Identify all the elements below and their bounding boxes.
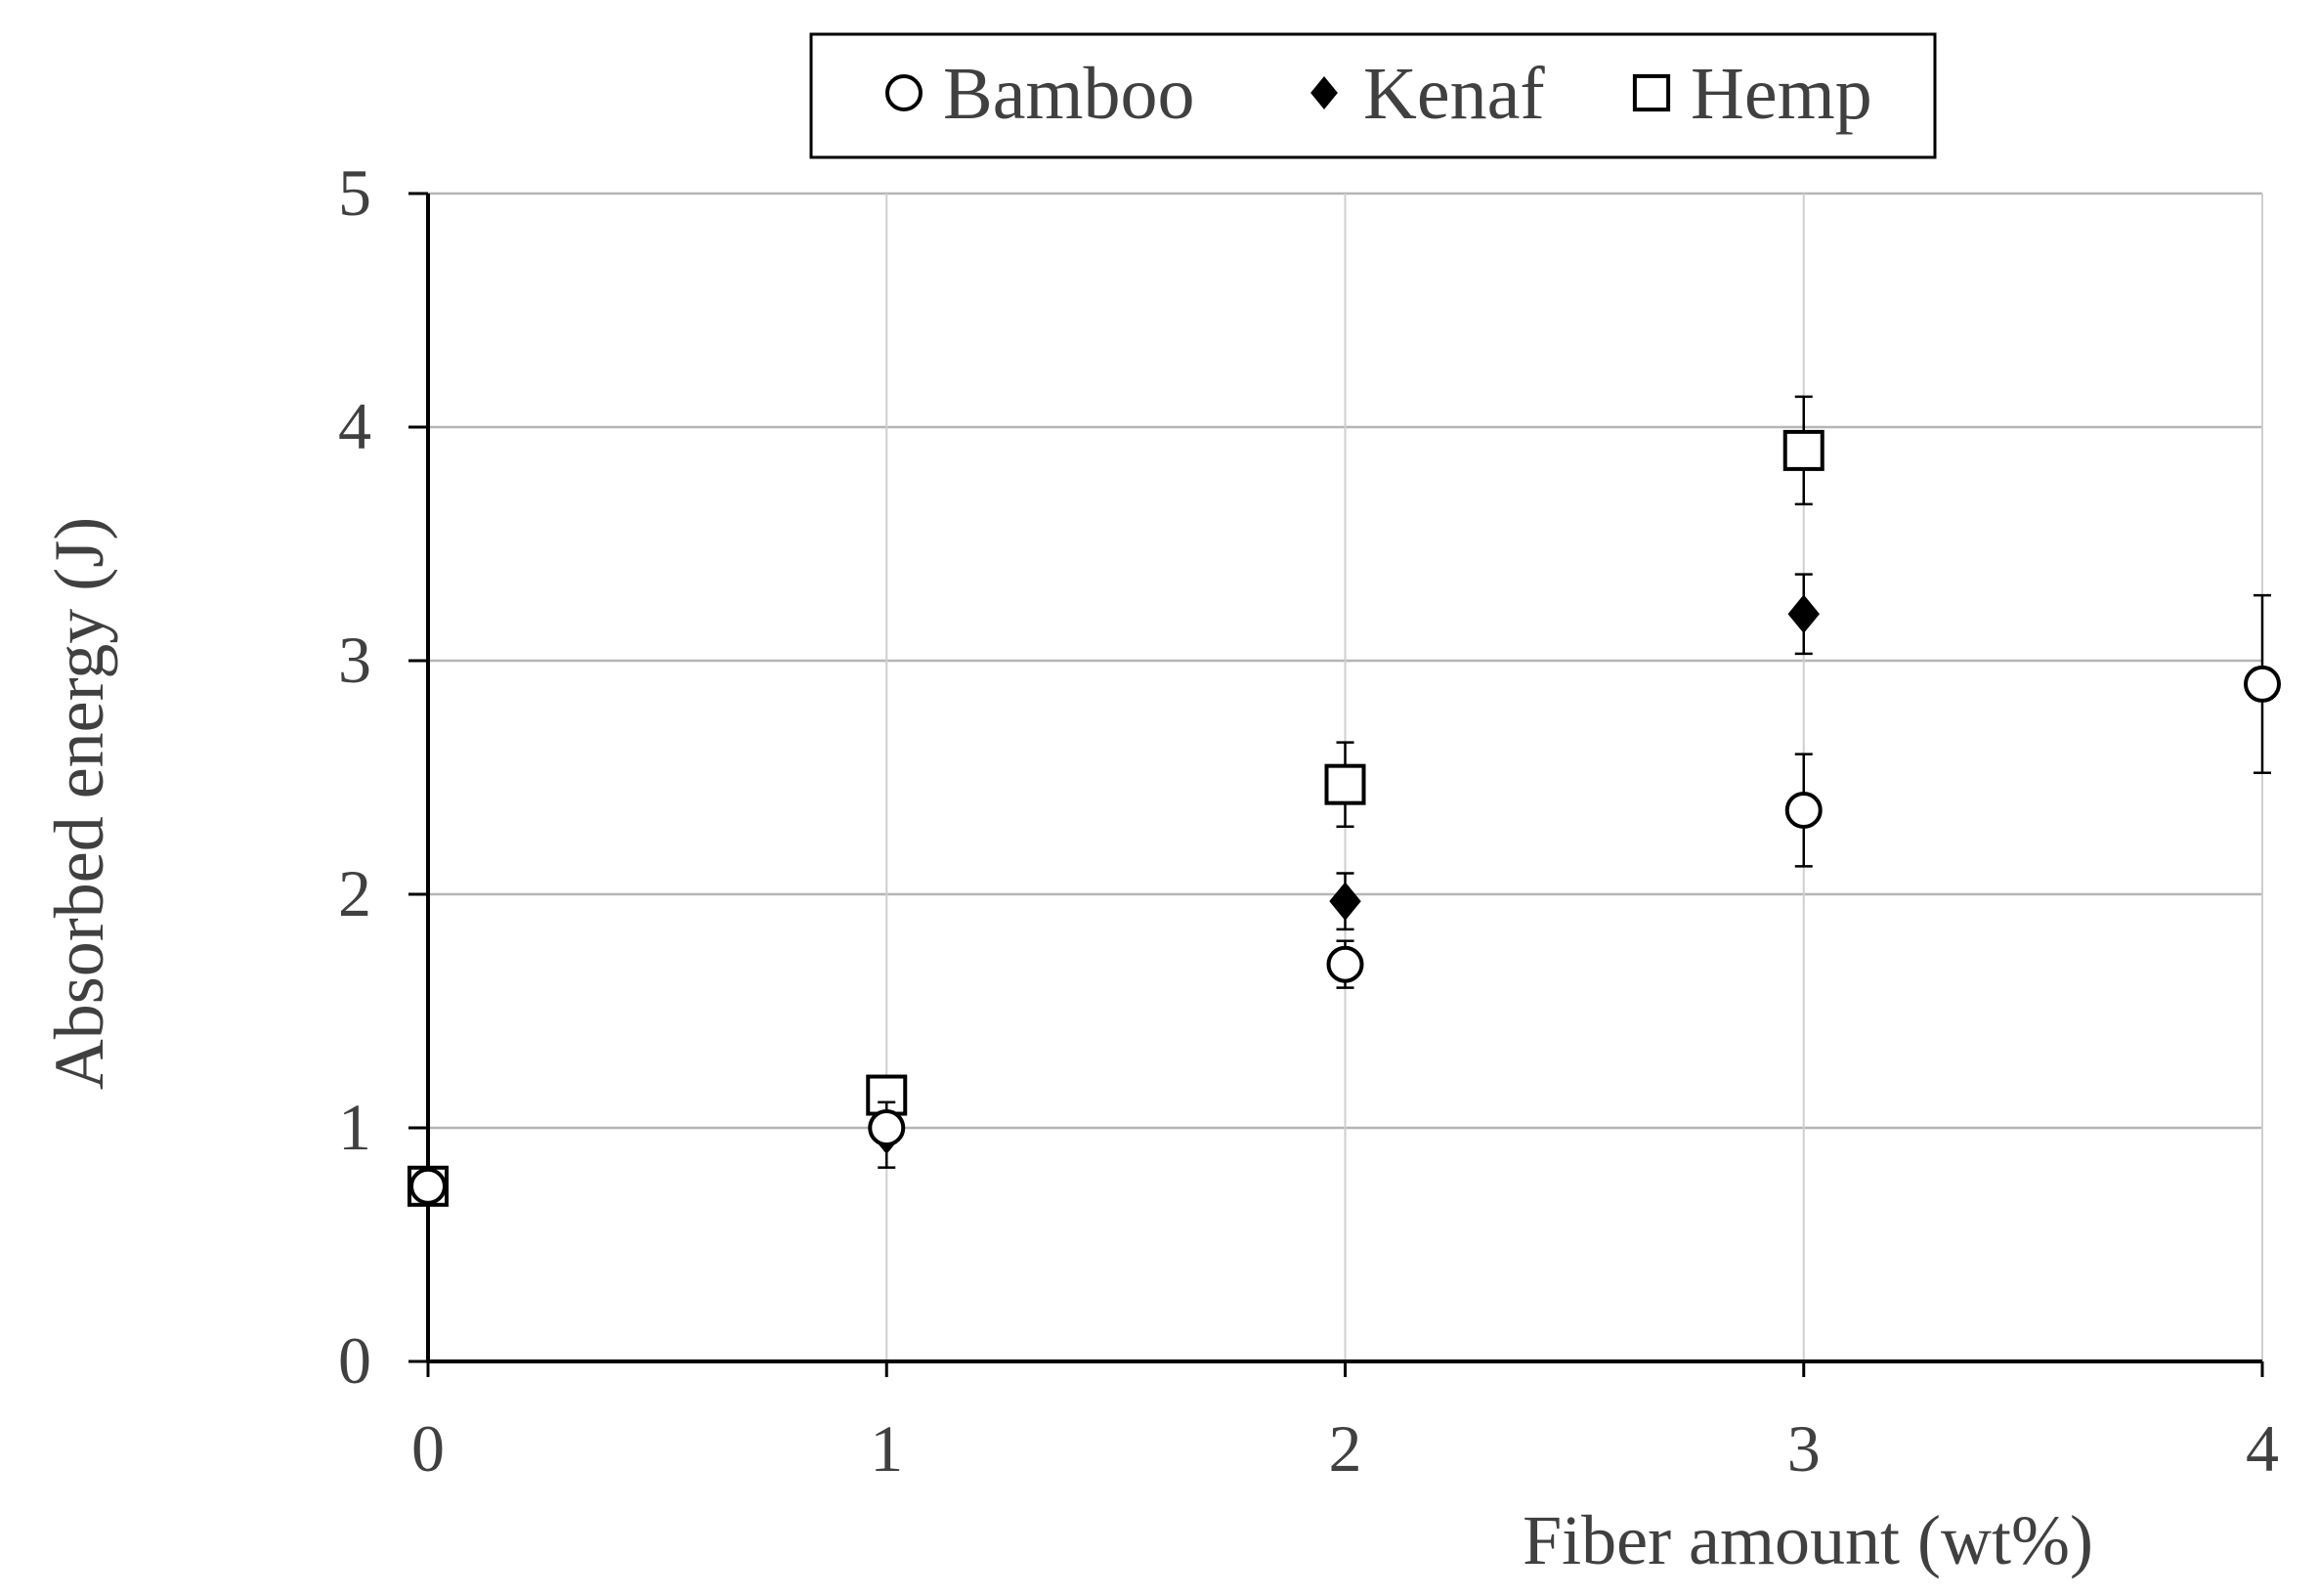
legend-marker-kenaf xyxy=(1310,76,1338,109)
bamboo-point-0 xyxy=(409,1167,447,1205)
series-bamboo xyxy=(409,593,2281,1205)
y-tick-label-5: 5 xyxy=(338,155,371,230)
x-tick-label-2: 2 xyxy=(1329,1411,1362,1486)
legend-marker-bamboo xyxy=(885,74,923,111)
y-axis-title: Absorbed energy (J) xyxy=(40,517,118,1091)
x-tick-label-4: 4 xyxy=(2246,1411,2279,1486)
kenaf-point-3 xyxy=(1787,594,1820,633)
y-tick-label-1: 1 xyxy=(338,1090,371,1164)
bamboo-point-2 xyxy=(1326,945,1364,983)
bamboo-point-1 xyxy=(868,1109,906,1146)
bamboo-point-4 xyxy=(2244,665,2281,703)
legend: Bamboo Kenaf Hemp xyxy=(809,32,1937,159)
data-series xyxy=(408,395,2281,1207)
y-tick-label-3: 3 xyxy=(338,623,371,697)
series-kenaf xyxy=(411,573,1820,1204)
x-axis-title: Fiber amount (wt%) xyxy=(1523,1501,2093,1579)
x-tick-label-0: 0 xyxy=(411,1411,445,1486)
y-tick-label-0: 0 xyxy=(338,1323,371,1398)
series-hemp xyxy=(408,395,1824,1207)
tick-labels: 0 1 2 3 4 5 0 1 2 3 4 xyxy=(338,155,2279,1486)
gridlines xyxy=(428,192,2263,1361)
hemp-point-3 xyxy=(1782,429,1824,471)
bamboo-point-3 xyxy=(1784,791,1823,829)
kenaf-point-2 xyxy=(1329,882,1361,921)
x-tick-label-3: 3 xyxy=(1787,1411,1821,1486)
hemp-point-2 xyxy=(1324,763,1366,805)
y-tick-label-2: 2 xyxy=(338,856,371,930)
legend-box xyxy=(809,32,1937,159)
legend-label-hemp: Hemp xyxy=(1691,53,1872,135)
legend-label-bamboo: Bamboo xyxy=(943,53,1195,135)
legend-label-kenaf: Kenaf xyxy=(1363,53,1545,135)
x-tick-label-1: 1 xyxy=(870,1411,903,1486)
y-tick-label-4: 4 xyxy=(338,389,371,463)
legend-marker-hemp xyxy=(1632,73,1671,112)
